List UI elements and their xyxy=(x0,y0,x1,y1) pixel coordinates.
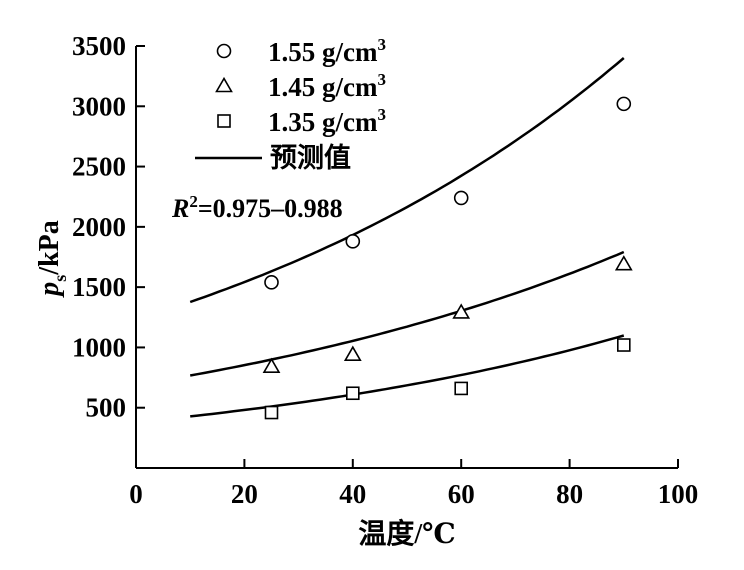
legend-label-main: 1.35 g/cm xyxy=(268,107,378,137)
data-point-square xyxy=(616,338,631,352)
x-tick-label: 20 xyxy=(231,479,258,509)
r-squared-annotation: R2=0.975–0.988 xyxy=(171,192,343,223)
legend-marker-circle xyxy=(216,43,232,59)
y-axis-label-unit: /kPa xyxy=(34,220,65,275)
legend-label-sup: 3 xyxy=(377,70,386,89)
legend-label-sup: 3 xyxy=(377,105,386,124)
data-point-triangle xyxy=(343,345,362,361)
legend-label: 1.35 g/cm3 xyxy=(268,105,386,137)
r-squared-value: =0.975–0.988 xyxy=(198,194,343,223)
data-point-square xyxy=(454,381,469,396)
legend-marker-square xyxy=(217,114,231,128)
legend-fit-entry: 预测值 xyxy=(195,143,351,173)
x-tick-label: 60 xyxy=(448,479,475,509)
y-tick-label: 2500 xyxy=(72,152,126,182)
y-axis-label: ps/kPa xyxy=(34,220,70,297)
data-point-circle xyxy=(453,190,469,206)
x-axis-label: 温度/℃ xyxy=(358,518,455,550)
data-point-triangle xyxy=(262,357,281,374)
fit-lines xyxy=(189,57,625,418)
y-tick-label: 2000 xyxy=(72,212,126,242)
y-tick-label: 3500 xyxy=(72,31,126,61)
r-squared-sup: 2 xyxy=(189,192,198,211)
legend-label-sup: 3 xyxy=(377,35,386,54)
x-tick-label: 0 xyxy=(129,479,143,509)
legend-entry: 1.45 g/cm3 xyxy=(215,70,386,102)
x-tick-label: 40 xyxy=(339,479,366,509)
x-tick-label: 80 xyxy=(556,479,583,509)
data-point-circle xyxy=(345,234,361,249)
data-point-triangle xyxy=(452,303,471,319)
legend-entry: 1.35 g/cm3 xyxy=(217,105,386,137)
legend-entry: 1.55 g/cm3 xyxy=(216,35,386,67)
r-squared-letter: R xyxy=(171,194,189,223)
y-axis-label-main: p xyxy=(34,282,65,298)
fit-curve xyxy=(190,334,625,418)
legend-fit-label: 预测值 xyxy=(270,143,351,173)
x-tick-label: 100 xyxy=(658,479,699,509)
y-axis-label-sub: s xyxy=(50,275,70,282)
data-point-square xyxy=(345,386,360,401)
fit-curve xyxy=(189,57,625,304)
data-point-square xyxy=(264,405,279,420)
y-tick-label: 1500 xyxy=(72,272,126,302)
legend-marker-triangle xyxy=(215,76,233,93)
y-tick-label: 500 xyxy=(86,393,127,423)
x-ticks: 0 20 40 60 80 100 xyxy=(129,459,698,509)
y-tick-label: 3000 xyxy=(72,91,126,121)
fit-curve xyxy=(189,250,625,377)
data-point-circle xyxy=(616,96,632,112)
y-tick-label: 1000 xyxy=(72,332,126,362)
legend-label-main: 1.45 g/cm xyxy=(268,72,378,102)
axes xyxy=(135,46,678,469)
markers xyxy=(262,96,633,420)
data-point-triangle xyxy=(614,255,633,271)
legend-label-main: 1.55 g/cm xyxy=(268,37,378,67)
y-ticks: 500 1000 1500 2000 2500 3000 3500 xyxy=(72,31,145,423)
legend-label: 1.45 g/cm3 xyxy=(268,70,386,102)
legend-label: 1.55 g/cm3 xyxy=(268,35,386,67)
data-point-circle xyxy=(264,275,279,290)
